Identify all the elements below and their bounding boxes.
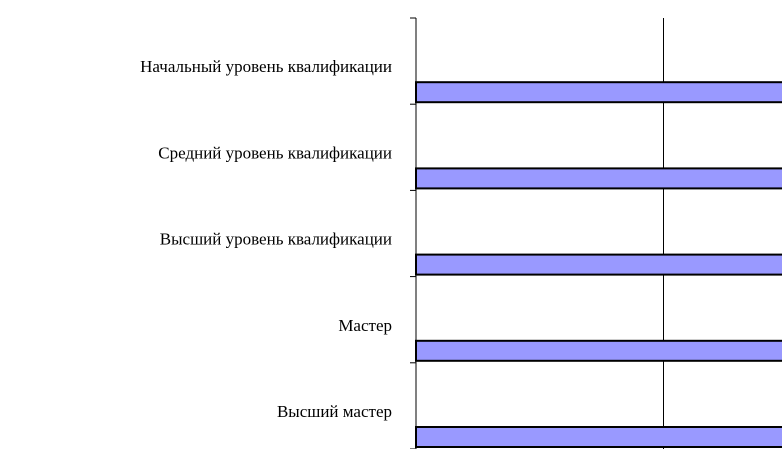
category-label: Начальный уровень квалификации [140,57,392,76]
bar [415,339,782,362]
category-label: Высший мастер [277,402,392,421]
bar [415,253,782,276]
bar [415,167,782,190]
category-labels: Начальный уровень квалификации Средний ур… [140,57,392,421]
y-axis [410,17,417,449]
category-label: Высший уровень квалификации [160,230,392,249]
category-label: Средний уровень квалификации [158,143,392,162]
bar [415,426,782,448]
category-label: Мастер [338,316,392,335]
bar [415,81,782,104]
bars [415,81,782,448]
